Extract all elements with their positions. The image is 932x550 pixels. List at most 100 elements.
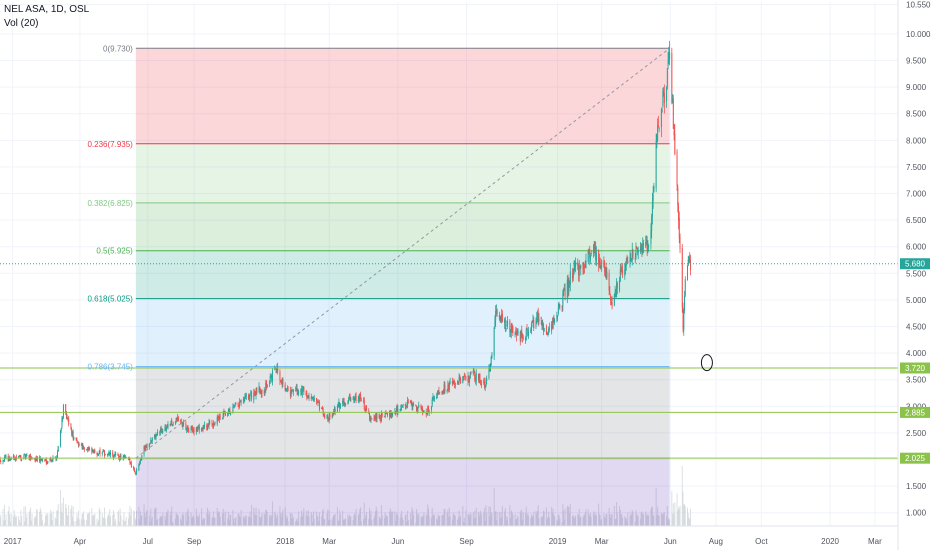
candle-body <box>339 403 341 409</box>
candle-body <box>401 405 403 409</box>
volume-bar <box>426 514 428 526</box>
volume-bar <box>477 511 479 526</box>
ellipse-annotation-icon[interactable] <box>700 354 713 372</box>
volume-bar <box>547 517 549 526</box>
candle-body <box>66 417 68 419</box>
volume-bar <box>192 516 194 526</box>
volume-bar <box>5 514 7 526</box>
volume-bar <box>256 514 258 526</box>
candle-body <box>41 459 43 461</box>
volume-bar <box>551 512 553 526</box>
volume-bar <box>62 497 64 526</box>
volume-bar <box>605 513 607 526</box>
volume-bar <box>662 514 664 526</box>
volume-bar <box>389 508 391 526</box>
candle-body <box>369 412 371 420</box>
candle-body <box>34 458 36 461</box>
volume-bar <box>249 511 251 526</box>
volume-bar <box>431 507 433 526</box>
volume-bar <box>292 517 294 526</box>
candle-body <box>622 270 624 274</box>
candle-body <box>454 384 456 386</box>
volume-bar <box>561 522 563 526</box>
volume-bar <box>133 510 135 526</box>
candle-body <box>500 317 502 321</box>
volume-bar <box>537 505 539 526</box>
volume-bar <box>26 513 28 526</box>
candle-body <box>291 390 293 392</box>
candle-body <box>159 431 161 433</box>
candle-body <box>637 250 639 254</box>
volume-indicator-label[interactable]: Vol (20) <box>4 18 39 29</box>
volume-bar <box>40 510 42 526</box>
candle-body <box>406 406 408 408</box>
candle-body <box>73 438 75 440</box>
volume-bar <box>312 522 314 526</box>
volume-bar <box>650 509 652 526</box>
volume-bar <box>270 516 272 526</box>
candle-body <box>592 250 594 253</box>
volume-bar <box>201 508 203 526</box>
volume-bar <box>438 515 440 526</box>
candle-body <box>249 394 251 398</box>
volume-bar <box>358 513 360 526</box>
candle-body <box>567 278 569 291</box>
candle-body <box>321 407 323 410</box>
volume-bar <box>359 509 361 526</box>
volume-bar <box>558 514 560 526</box>
candle-body <box>579 265 581 269</box>
volume-bar <box>286 518 288 526</box>
volume-bar <box>39 507 41 526</box>
volume-bar <box>169 515 171 526</box>
level-price-tag-bg <box>900 406 930 418</box>
candle-body <box>207 425 209 431</box>
candle-body <box>551 322 553 329</box>
volume-bar <box>268 515 270 526</box>
candle-body <box>470 371 472 375</box>
candle-body <box>62 405 64 418</box>
candle-body <box>405 405 407 407</box>
candle-body <box>608 273 610 291</box>
candle-body <box>221 417 223 419</box>
volume-bar <box>369 514 371 526</box>
volume-bar <box>687 512 689 526</box>
volume-bar <box>339 510 341 526</box>
volume-bar <box>180 520 182 526</box>
volume-bar <box>286 516 288 526</box>
candle-body <box>14 459 16 461</box>
candle-body <box>521 331 523 336</box>
volume-bar <box>392 511 394 526</box>
candle-body <box>536 317 538 321</box>
volume-bar <box>368 519 370 526</box>
candle-body <box>89 448 91 451</box>
candle-body <box>375 414 377 420</box>
candle-body <box>641 249 643 255</box>
candle-body <box>24 454 26 459</box>
candle-body <box>483 381 485 387</box>
price-tick-label: 4.000 <box>906 349 927 358</box>
candle-body <box>373 418 375 419</box>
volume-bar <box>365 514 367 526</box>
volume-bar <box>538 518 540 526</box>
volume-bar <box>332 517 334 526</box>
candle-body <box>469 372 471 379</box>
volume-bar <box>661 514 663 526</box>
candle-body <box>527 328 529 336</box>
candle-body <box>160 428 162 432</box>
volume-bar <box>154 507 156 526</box>
time-tick-label: Oct <box>755 537 768 546</box>
candle-body <box>418 404 420 408</box>
volume-bar <box>24 506 26 526</box>
candle-body <box>338 402 340 404</box>
candle-body <box>491 353 493 358</box>
candle-body <box>60 428 62 431</box>
volume-bar <box>239 515 241 526</box>
candle-body <box>480 384 482 386</box>
volume-bar <box>141 515 143 526</box>
candle-body <box>145 446 147 450</box>
volume-bar <box>306 510 308 526</box>
candle-body <box>286 388 288 390</box>
volume-bar <box>89 511 91 526</box>
